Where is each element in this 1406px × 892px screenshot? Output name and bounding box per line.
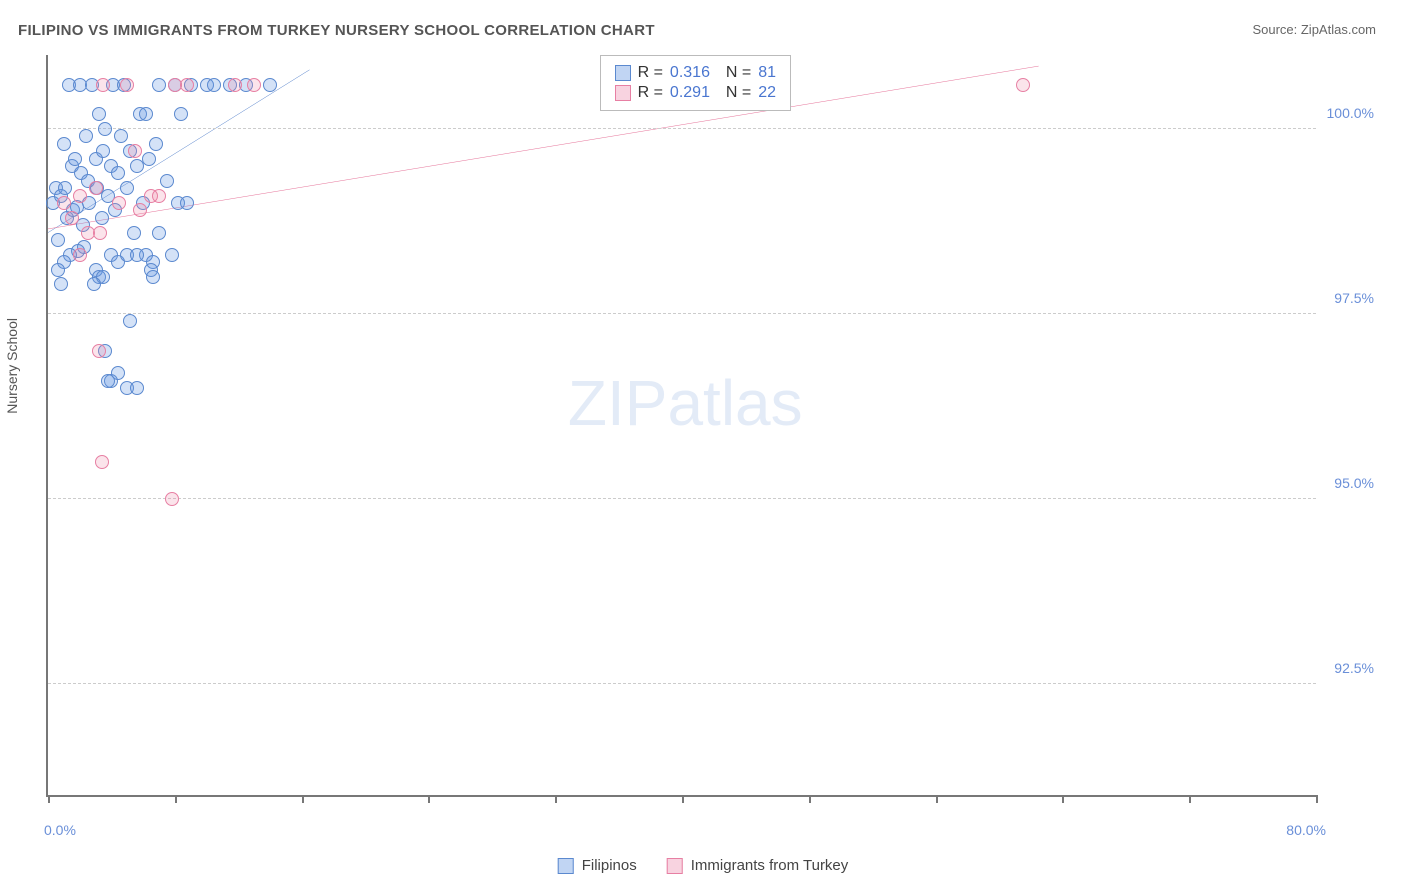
- data-point: [92, 344, 106, 358]
- data-point: [93, 226, 107, 240]
- data-point: [1016, 78, 1030, 92]
- gridline: [48, 498, 1316, 499]
- x-tick: [48, 795, 50, 803]
- legend-item-turkey: Immigrants from Turkey: [667, 857, 849, 874]
- data-point: [95, 211, 109, 225]
- x-label-min: 0.0%: [44, 822, 76, 838]
- data-point: [142, 152, 156, 166]
- x-tick: [682, 795, 684, 803]
- stats-row: R =0.291 N =22: [615, 84, 776, 102]
- x-tick: [1062, 795, 1064, 803]
- data-point: [89, 181, 103, 195]
- data-point: [207, 78, 221, 92]
- stats-legend: R =0.316 N =81 R =0.291 N =22: [600, 55, 791, 111]
- data-point: [57, 196, 71, 210]
- y-tick-label: 97.5%: [1334, 290, 1374, 306]
- legend-item-filipinos: Filipinos: [558, 857, 637, 874]
- data-point: [95, 455, 109, 469]
- data-point: [180, 78, 194, 92]
- legend-label: Immigrants from Turkey: [691, 857, 849, 874]
- legend-swatch-icon: [667, 858, 683, 874]
- source-label: Source: ZipAtlas.com: [1252, 22, 1376, 37]
- gridline: [48, 313, 1316, 314]
- legend-swatch-icon: [558, 858, 574, 874]
- data-point: [57, 137, 71, 151]
- x-tick: [555, 795, 557, 803]
- data-point: [51, 233, 65, 247]
- data-point: [120, 78, 134, 92]
- data-point: [165, 248, 179, 262]
- stats-row: R =0.316 N =81: [615, 64, 776, 82]
- data-point: [120, 181, 134, 195]
- data-point: [112, 196, 126, 210]
- data-point: [54, 277, 68, 291]
- data-point: [123, 314, 137, 328]
- series-legend: Filipinos Immigrants from Turkey: [558, 857, 849, 874]
- data-point: [114, 129, 128, 143]
- data-point: [152, 226, 166, 240]
- data-point: [130, 381, 144, 395]
- x-tick: [809, 795, 811, 803]
- chart-area: Nursery School ZIPatlas R =0.316 N =81R …: [18, 55, 1376, 832]
- data-point: [228, 78, 242, 92]
- data-point: [68, 152, 82, 166]
- data-point: [139, 107, 153, 121]
- gridline: [48, 683, 1316, 684]
- x-tick: [936, 795, 938, 803]
- legend-swatch-icon: [615, 65, 631, 81]
- data-point: [73, 248, 87, 262]
- data-point: [160, 174, 174, 188]
- y-tick-label: 92.5%: [1334, 660, 1374, 676]
- legend-swatch-icon: [615, 85, 631, 101]
- y-axis-title: Nursery School: [4, 318, 20, 414]
- x-label-max: 80.0%: [1286, 822, 1326, 838]
- data-point: [51, 263, 65, 277]
- watermark: ZIPatlas: [568, 366, 803, 440]
- data-point: [98, 122, 112, 136]
- data-point: [130, 159, 144, 173]
- data-point: [133, 203, 147, 217]
- y-tick-label: 95.0%: [1334, 475, 1374, 491]
- y-tick-label: 100.0%: [1327, 105, 1374, 121]
- data-point: [65, 211, 79, 225]
- data-point: [87, 277, 101, 291]
- x-tick: [1316, 795, 1318, 803]
- x-tick: [302, 795, 304, 803]
- data-point: [111, 166, 125, 180]
- data-point: [149, 137, 163, 151]
- x-tick: [428, 795, 430, 803]
- data-point: [152, 189, 166, 203]
- x-tick: [175, 795, 177, 803]
- data-point: [128, 144, 142, 158]
- data-point: [96, 78, 110, 92]
- gridline: [48, 128, 1316, 129]
- plot-region: ZIPatlas R =0.316 N =81R =0.291 N =22 92…: [46, 55, 1316, 797]
- data-point: [73, 189, 87, 203]
- data-point: [263, 78, 277, 92]
- data-point: [127, 226, 141, 240]
- legend-label: Filipinos: [582, 857, 637, 874]
- data-point: [165, 492, 179, 506]
- data-point: [146, 270, 160, 284]
- data-point: [79, 129, 93, 143]
- data-point: [130, 248, 144, 262]
- data-point: [58, 181, 72, 195]
- data-point: [247, 78, 261, 92]
- data-point: [174, 107, 188, 121]
- data-point: [152, 78, 166, 92]
- chart-title: FILIPINO VS IMMIGRANTS FROM TURKEY NURSE…: [18, 22, 655, 39]
- data-point: [92, 107, 106, 121]
- x-tick: [1189, 795, 1191, 803]
- data-point: [101, 374, 115, 388]
- data-point: [96, 144, 110, 158]
- data-point: [180, 196, 194, 210]
